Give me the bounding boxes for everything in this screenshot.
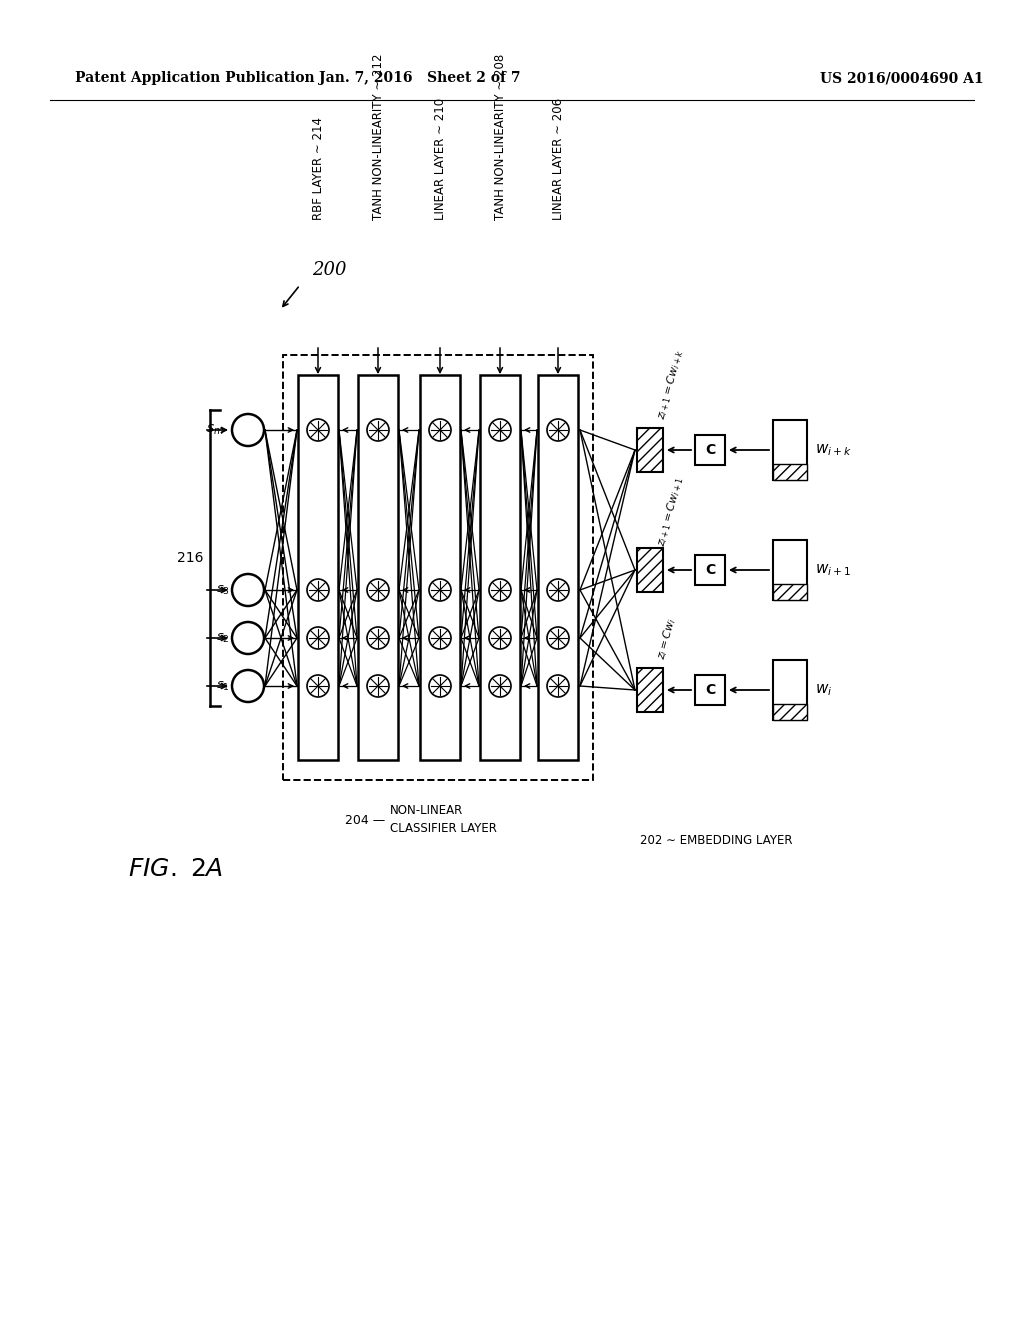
Circle shape [547,627,569,649]
Text: $s_2$: $s_2$ [216,631,230,644]
Text: 204 —: 204 — [345,813,385,826]
Text: C: C [705,564,715,577]
Circle shape [489,579,511,601]
Circle shape [232,414,264,446]
Text: 216: 216 [177,550,204,565]
Text: $z_{i+1}=Cw_{i+k}$: $z_{i+1}=Cw_{i+k}$ [655,348,687,421]
Circle shape [307,627,329,649]
Text: $w_{i+1}$: $w_{i+1}$ [815,562,851,578]
Text: RBF LAYER ∼ 214: RBF LAYER ∼ 214 [311,117,325,220]
Text: TANH NON-LINEARITY ∼ 208: TANH NON-LINEARITY ∼ 208 [494,54,507,220]
Bar [695,675,725,705]
Text: C: C [705,444,715,457]
Circle shape [429,675,451,697]
Text: Jan. 7, 2016   Sheet 2 of 7: Jan. 7, 2016 Sheet 2 of 7 [319,71,521,84]
Circle shape [307,579,329,601]
Bar [538,375,578,760]
Circle shape [367,418,389,441]
Bar [637,548,663,591]
Bar [695,554,725,585]
Text: $z_{i+1}=Cw_{i+1}$: $z_{i+1}=Cw_{i+1}$ [655,475,687,548]
Circle shape [489,627,511,649]
Text: LINEAR LAYER ∼ 210: LINEAR LAYER ∼ 210 [433,98,446,220]
Text: US 2016/0004690 A1: US 2016/0004690 A1 [820,71,984,84]
Text: Patent Application Publication: Patent Application Publication [75,71,314,84]
Text: TANH NON-LINEARITY ∼ 212: TANH NON-LINEARITY ∼ 212 [372,54,384,220]
Circle shape [547,675,569,697]
Bar [773,704,807,719]
Circle shape [489,675,511,697]
Circle shape [367,579,389,601]
Text: $z_i=Cw_i$: $z_i=Cw_i$ [655,615,680,660]
Bar [637,428,663,473]
Bar [637,668,663,711]
Text: LINEAR LAYER ∼ 206: LINEAR LAYER ∼ 206 [552,98,564,220]
Circle shape [232,574,264,606]
Circle shape [547,579,569,601]
Text: $s_3$: $s_3$ [216,583,230,597]
Bar [773,583,807,601]
Circle shape [367,675,389,697]
Text: $FIG.\ 2A$: $FIG.\ 2A$ [128,858,223,882]
Bar [298,375,338,760]
Bar [773,465,807,480]
Bar [773,420,807,480]
Text: $w_{i+k}$: $w_{i+k}$ [815,442,852,458]
Bar [773,540,807,601]
Circle shape [429,579,451,601]
Text: $w_i$: $w_i$ [815,682,833,698]
Bar [773,660,807,719]
Bar [358,375,398,760]
Bar [480,375,520,760]
Bar [695,436,725,465]
Text: C: C [705,682,715,697]
Text: $s_1$: $s_1$ [216,680,230,693]
Text: 200: 200 [312,261,346,279]
Circle shape [429,627,451,649]
Bar [283,355,593,780]
Text: NON-LINEAR
CLASSIFIER LAYER: NON-LINEAR CLASSIFIER LAYER [390,804,497,836]
Circle shape [307,675,329,697]
Circle shape [489,418,511,441]
Circle shape [429,418,451,441]
Bar [420,375,460,760]
Circle shape [307,418,329,441]
Circle shape [547,418,569,441]
Circle shape [367,627,389,649]
Circle shape [232,671,264,702]
Circle shape [232,622,264,653]
Text: $s_m$: $s_m$ [206,422,224,437]
Text: 202 ∼ EMBEDDING LAYER: 202 ∼ EMBEDDING LAYER [640,833,793,846]
